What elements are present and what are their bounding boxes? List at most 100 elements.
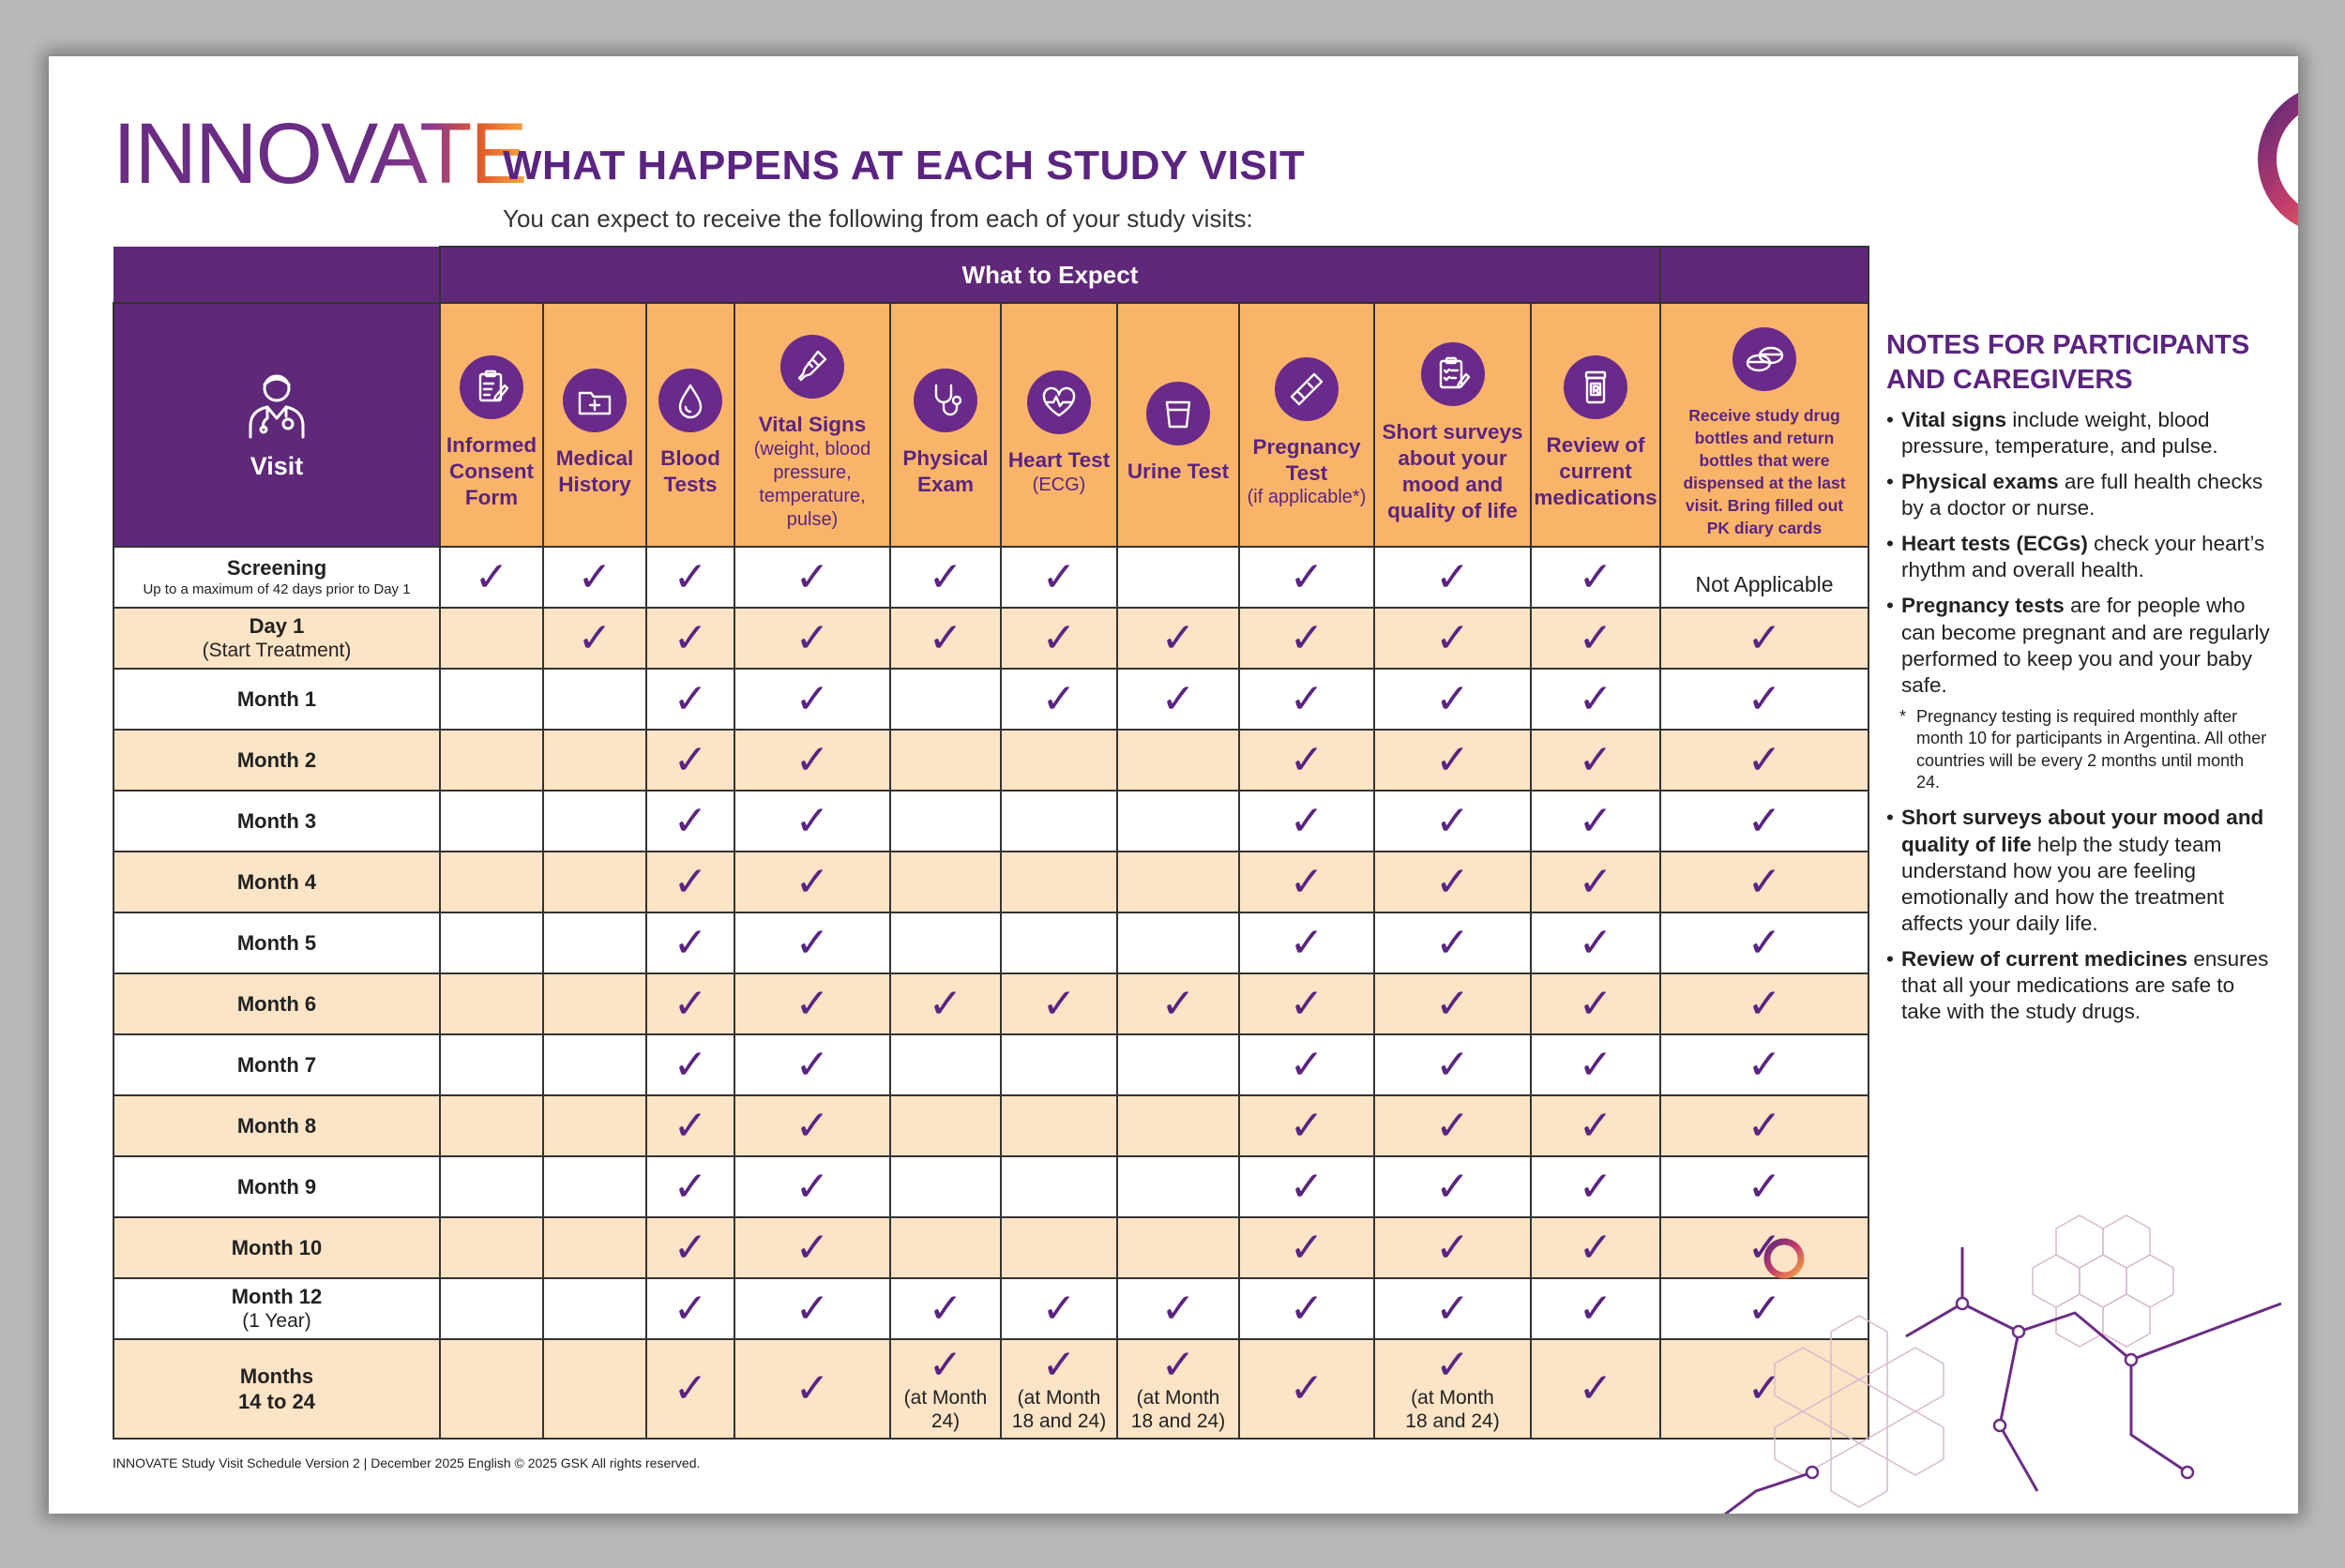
schedule-cell: ✓ (1659, 729, 1869, 792)
visit-timing-note: (at Month (1017, 1386, 1101, 1409)
schedule-cell: ✓ (645, 546, 735, 609)
checkmark-icon: ✓ (1289, 674, 1324, 723)
schedule-cell: ✓ (at Month 18 and 24) (1373, 1338, 1532, 1440)
checkmark-icon: ✓ (673, 613, 708, 662)
checkmark-icon: ✓ (1747, 918, 1782, 967)
bullet-icon: • (1886, 806, 1894, 830)
checkmark-icon: ✓ (794, 979, 830, 1028)
schedule-cell: ✓ (1659, 1277, 1869, 1340)
table-row: Month 1 ✓ ✓ ✓ ✓ ✓ ✓ ✓ ✓ (113, 668, 1869, 731)
checkmark-icon: ✓ (1435, 918, 1470, 967)
table-row: Day 1 (Start Treatment) ✓ ✓ ✓ ✓ ✓ ✓ ✓ ✓ ✓ ✓ (113, 607, 1869, 670)
table-row: Month 8 ✓ ✓ ✓ ✓ ✓ ✓ (113, 1094, 1869, 1157)
schedule-cell: ✓ (645, 1216, 735, 1279)
column-header-9: Short surveys about your mood and quality o… (1373, 302, 1532, 548)
schedule-cell: ✓ (1238, 1338, 1375, 1440)
note-item: • Physical exams are full health checks b… (1886, 469, 2271, 521)
checkmark-icon: ✓ (1289, 1223, 1324, 1272)
schedule-cell (1000, 729, 1118, 792)
checkmark-icon: ✓ (1435, 1284, 1470, 1333)
schedule-cell (889, 790, 1002, 852)
checkmark-icon: ✓ (673, 857, 708, 906)
checkmark-icon: ✓ (1289, 552, 1324, 601)
column-header-1: Informed Consent Form (439, 302, 544, 548)
column-header-6: Heart Test (ECG) (1000, 302, 1118, 548)
schedule-cell: ✓ (542, 607, 647, 670)
column-header-text: Short surveys (1382, 420, 1523, 445)
schedule-cell: ✓ (1373, 972, 1532, 1035)
checkmark-icon: ✓ (1747, 1162, 1782, 1211)
visit-timing-note: 24) (930, 1410, 961, 1432)
schedule-cell (1116, 912, 1240, 974)
schedule-cell (1116, 729, 1240, 792)
schedule-cell: ✓ (734, 1216, 891, 1279)
schedule-cell: ✓ (889, 1277, 1002, 1340)
visit-label-text: Month 6 (236, 991, 317, 1016)
schedule-cell: ✓ (734, 1155, 891, 1218)
schedule-cell: ✓ (1238, 1216, 1375, 1279)
column-header-2: Medical History (542, 302, 647, 548)
checkmark-icon: ✓ (673, 1364, 708, 1412)
not-applicable-text: Not Applicable (1695, 572, 1834, 596)
column-header-7: Urine Test (1116, 302, 1240, 548)
checkmark-icon: ✓ (673, 1162, 708, 1211)
schedule-cell: ✓ (1116, 668, 1240, 731)
schedule-cell: ✓ (734, 851, 891, 913)
note-item: • Pregnancy tests are for people who can … (1886, 593, 2271, 699)
checkmark-icon: ✓ (1578, 735, 1613, 784)
schedule-cell: ✓ (1238, 790, 1375, 852)
schedule-cell (1116, 851, 1240, 913)
checkmark-icon: ✓ (794, 1223, 830, 1272)
checkmark-icon: ✓ (1578, 1284, 1613, 1333)
column-header-text: Urine Test (1127, 460, 1230, 484)
checkmark-icon: ✓ (1160, 979, 1196, 1028)
checkmark-icon: ✓ (1747, 796, 1782, 845)
schedule-cell (889, 851, 1002, 913)
schedule-cell (889, 668, 1002, 731)
schedule-cell (542, 972, 647, 1035)
note-text: include weight, blood pressure, temperat… (1901, 407, 2218, 458)
column-header-text: Pregnancy (1252, 434, 1361, 459)
visit-label-text: Months (239, 1364, 314, 1388)
checkmark-icon: ✓ (1041, 552, 1077, 601)
checkmark-icon: ✓ (1747, 613, 1782, 662)
schedule-cell: ✓ (1530, 851, 1661, 913)
column-header-4: Vital Signs (weight, blood pressure, temper… (734, 302, 891, 548)
checkmark-icon: ✓ (1435, 979, 1470, 1028)
footnote-text: Pregnancy testing is required monthly af… (1916, 706, 2267, 792)
schedule-cell: ✓ (1238, 1277, 1375, 1340)
schedule-cell (439, 729, 544, 792)
checkmark-icon: ✓ (1160, 674, 1196, 723)
checkmark-icon: ✓ (794, 674, 830, 723)
schedule-cell: ✓ (645, 607, 735, 670)
checkmark-icon: ✓ (1747, 1364, 1782, 1412)
visit-label-text: Month 10 (231, 1235, 323, 1259)
visit-label: Month 3 (113, 790, 441, 852)
checkmark-icon: ✓ (1435, 613, 1470, 662)
schedule-cell (1000, 1033, 1118, 1096)
schedule-cell: ✓ (1373, 912, 1532, 974)
schedule-cell: Not Applicable (1659, 546, 1869, 609)
schedule-cell (439, 1033, 544, 1096)
schedule-cell: ✓ (1530, 1155, 1661, 1218)
column-header-text: about your (1398, 446, 1507, 471)
visit-label-text: Month 7 (236, 1052, 317, 1077)
schedule-cell: ✓ (1373, 729, 1532, 792)
visit-label-text: Month 4 (236, 869, 317, 894)
checkmark-icon: ✓ (1578, 1101, 1613, 1150)
checkmark-icon: ✓ (1578, 979, 1613, 1028)
visit-label: Months 14 to 24 (113, 1338, 441, 1440)
schedule-cell: ✓ (1000, 1277, 1118, 1340)
schedule-cell: ✓ (734, 912, 891, 974)
checkmark-icon: ✓ (1747, 674, 1782, 723)
visit-timing-note: 18 and 24) (1405, 1410, 1500, 1432)
schedule-cell: ✓ (1373, 1155, 1532, 1218)
note-text: help the study team understand how you a… (1901, 832, 2224, 935)
visit-label: Month 2 (113, 729, 441, 792)
schedule-cell (1116, 1216, 1240, 1279)
column-header-text: PK diary cards (1706, 519, 1823, 538)
checkmark-icon: ✓ (673, 1223, 708, 1272)
urine-cup-icon (1146, 382, 1210, 446)
checkmark-icon: ✓ (1747, 857, 1782, 906)
column-header-11: Receive study drug bottles and return bott… (1659, 302, 1869, 548)
